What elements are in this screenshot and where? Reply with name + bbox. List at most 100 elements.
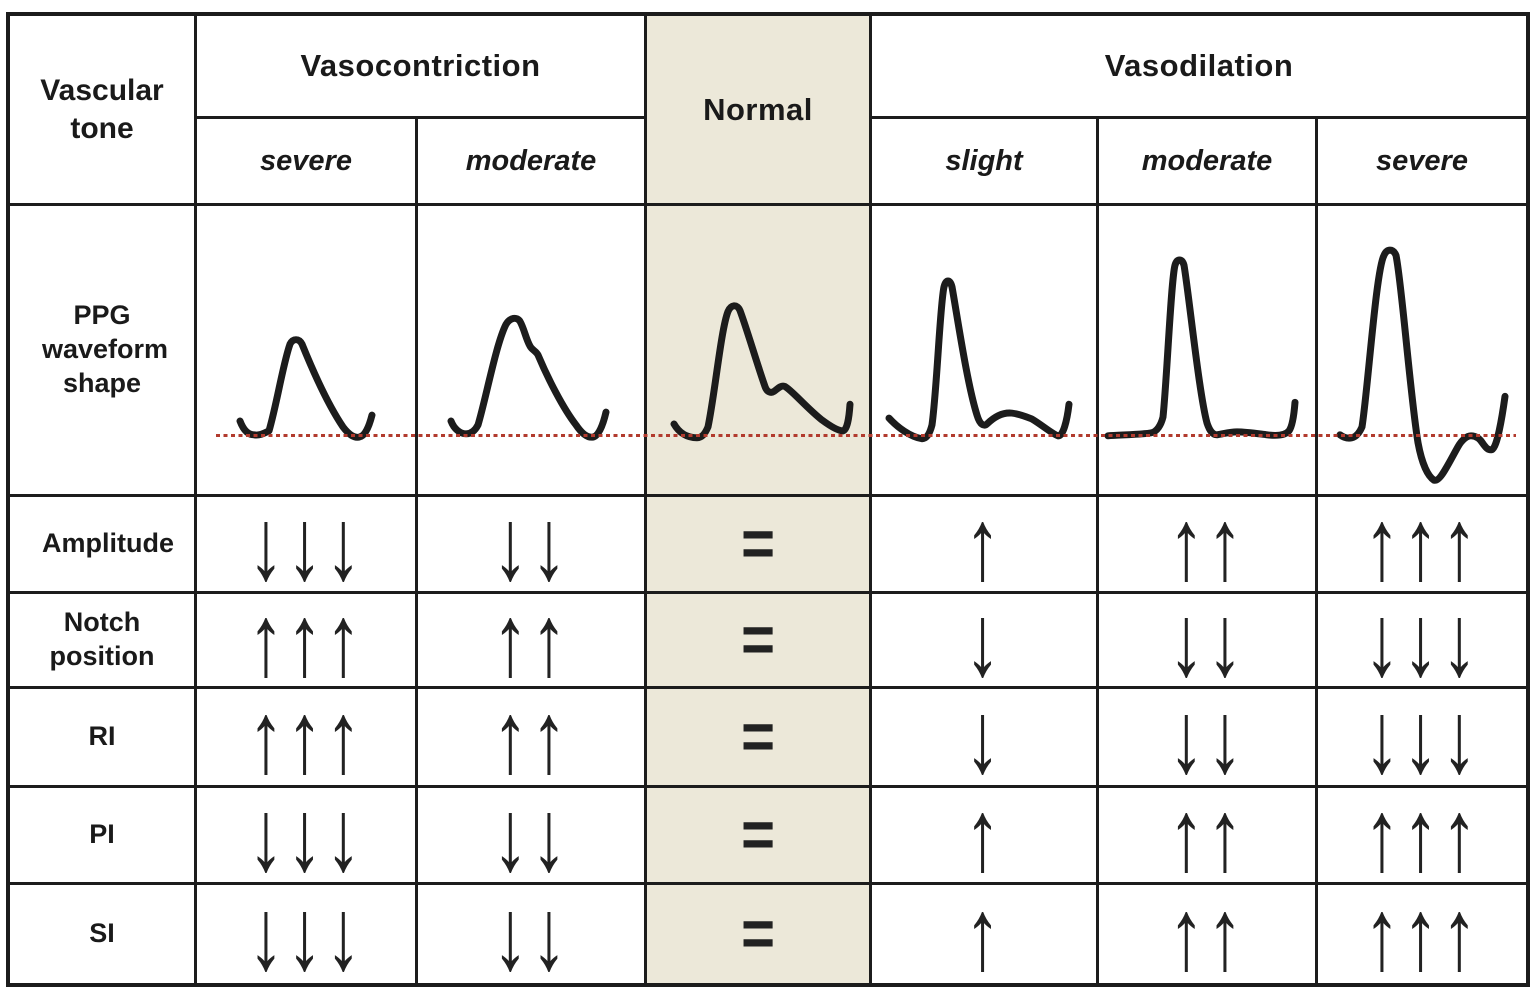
row-label-si: SI (89, 918, 115, 949)
vascular-tone-table: Vascular tone Vasocontriction Normal Vas… (6, 12, 1530, 987)
row-header-ri: RI (10, 689, 194, 785)
single-down-arrow-icon: ↓ (964, 689, 1004, 785)
row-label-ri: RI (88, 721, 116, 752)
double-down-arrow-icon: ↓↓ (492, 885, 570, 983)
double-down-arrow-icon: ↓↓ (492, 497, 570, 591)
subheader-vc-moderate-label: moderate (465, 144, 597, 177)
indicator-cell: ↑↑ (1099, 788, 1315, 882)
corner-header-label: Vascular tone (40, 74, 164, 145)
vasodilation-group-label: Vasodilation (1104, 48, 1294, 83)
equal-sign-icon: = (741, 896, 775, 971)
corner-header-cell: Vascular tone (10, 16, 194, 203)
indicator-cell: = (647, 885, 869, 983)
single-up-arrow-icon: ↑ (964, 885, 1004, 983)
equal-sign-icon: = (741, 506, 775, 581)
vasoconstriction-group-label: Vasocontriction (300, 48, 541, 83)
indicator-cell: = (647, 594, 869, 686)
equal-sign-icon: = (741, 699, 775, 774)
indicator-cell: ↓↓↓ (197, 885, 415, 983)
double-up-arrow-icon: ↑↑ (492, 689, 570, 785)
indicator-cell: ↓↓ (418, 788, 644, 882)
ppg-waveform-normal-path (670, 302, 854, 442)
triple-up-arrow-icon: ↑↑↑ (248, 689, 364, 785)
vasoconstriction-group-header: Vasocontriction (197, 16, 644, 116)
ppg-waveform-normal (670, 302, 854, 442)
subheader-vd-moderate: moderate (1099, 119, 1315, 203)
single-down-arrow-icon: ↓ (964, 594, 1004, 686)
indicator-cell: ↑↑↑ (1318, 885, 1526, 983)
indicator-cell: ↑↑↑ (1318, 788, 1526, 882)
indicator-cell: ↑↑ (1099, 497, 1315, 591)
indicator-cell: ↑ (872, 497, 1096, 591)
double-up-arrow-icon: ↑↑ (1168, 497, 1246, 591)
ppg-waveform-vd-severe-path (1336, 246, 1509, 484)
triple-down-arrow-icon: ↓↓↓ (248, 497, 364, 591)
row-label-amplitude: Amplitude (42, 528, 174, 559)
indicator-cell: ↑↑ (1099, 885, 1315, 983)
row-header-amplitude: Amplitude (10, 497, 194, 591)
waveform-cell-vd-severe (1318, 206, 1526, 494)
vasodilation-group-header: Vasodilation (872, 16, 1526, 116)
normal-group-header: Normal (647, 16, 869, 203)
triple-up-arrow-icon: ↑↑↑ (248, 594, 364, 686)
row-header-si: SI (10, 885, 194, 983)
indicator-cell: ↓↓ (418, 885, 644, 983)
subheader-vc-severe: severe (197, 119, 415, 203)
triple-down-arrow-icon: ↓↓↓ (248, 885, 364, 983)
double-up-arrow-icon: ↑↑ (1168, 788, 1246, 882)
subheader-vc-moderate: moderate (418, 119, 644, 203)
ppg-waveform-vc-moderate-path (447, 314, 610, 441)
indicator-cell: ↑↑↑ (197, 689, 415, 785)
triple-up-arrow-icon: ↑↑↑ (1364, 497, 1480, 591)
row-label-pi: PI (89, 819, 115, 850)
double-up-arrow-icon: ↑↑ (1168, 885, 1246, 983)
waveform-cell-vd-moderate (1099, 206, 1315, 494)
indicator-cell: ↑ (872, 788, 1096, 882)
indicator-cell: ↓↓ (1099, 689, 1315, 785)
indicator-cell: ↓↓ (1099, 594, 1315, 686)
indicator-cell: ↓ (872, 594, 1096, 686)
indicator-cell: = (647, 788, 869, 882)
triple-down-arrow-icon: ↓↓↓ (248, 788, 364, 882)
indicator-cell: ↓↓↓ (1318, 594, 1526, 686)
ppg-waveform-vd-moderate (1104, 256, 1299, 440)
indicator-cell: ↑↑ (418, 689, 644, 785)
double-down-arrow-icon: ↓↓ (1168, 594, 1246, 686)
subheader-vc-severe-label: severe (260, 144, 352, 177)
indicator-cell: ↓↓↓ (197, 497, 415, 591)
subheader-vd-severe: severe (1318, 119, 1526, 203)
indicator-cell: ↓↓↓ (1318, 689, 1526, 785)
indicator-cell: = (647, 497, 869, 591)
row-label-notch-position: Notch position (49, 607, 155, 671)
waveform-cell-normal (647, 206, 869, 494)
row-header-pi: PI (10, 788, 194, 882)
ppg-waveform-vd-moderate-path (1104, 256, 1299, 440)
indicator-cell: ↑↑↑ (1318, 497, 1526, 591)
triple-up-arrow-icon: ↑↑↑ (1364, 788, 1480, 882)
waveform-row-label: PPG waveform shape (42, 300, 169, 398)
waveform-cell-vd-slight (872, 206, 1096, 494)
triple-up-arrow-icon: ↑↑↑ (1364, 885, 1480, 983)
row-header-notch-position: Notch position (10, 594, 194, 686)
indicator-cell: ↑ (872, 885, 1096, 983)
indicator-cell: ↓↓ (418, 497, 644, 591)
ppg-waveform-vd-slight (885, 277, 1073, 443)
ppg-waveform-vc-severe-path (236, 336, 376, 441)
indicator-cell: ↓↓↓ (197, 788, 415, 882)
subheader-vd-moderate-label: moderate (1141, 144, 1273, 177)
triple-down-arrow-icon: ↓↓↓ (1364, 594, 1480, 686)
waveform-cell-vc-moderate (418, 206, 644, 494)
waveform-cell-vc-severe (197, 206, 415, 494)
ppg-waveform-vd-severe (1336, 246, 1509, 484)
subheader-vd-slight-label: slight (945, 144, 1023, 177)
equal-sign-icon: = (741, 602, 775, 677)
ppg-waveform-vd-slight-path (885, 277, 1073, 443)
single-up-arrow-icon: ↑ (964, 497, 1004, 591)
double-up-arrow-icon: ↑↑ (492, 594, 570, 686)
subheader-vd-slight: slight (872, 119, 1096, 203)
subheader-vd-severe-label: severe (1376, 144, 1468, 177)
equal-sign-icon: = (741, 797, 775, 872)
double-down-arrow-icon: ↓↓ (492, 788, 570, 882)
ppg-waveform-vc-moderate (447, 314, 610, 441)
